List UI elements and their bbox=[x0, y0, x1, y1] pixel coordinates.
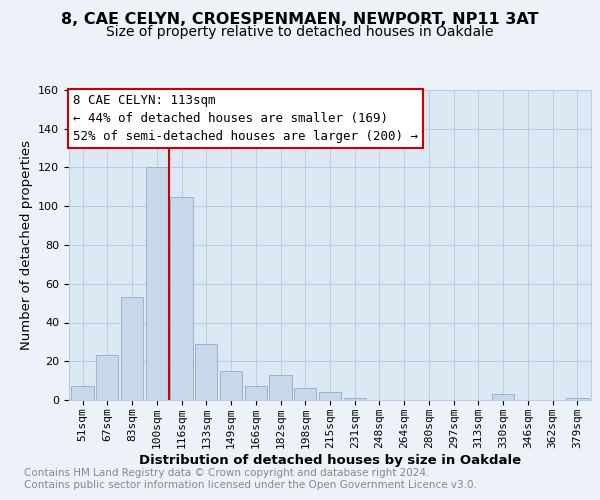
Y-axis label: Number of detached properties: Number of detached properties bbox=[20, 140, 32, 350]
Bar bbox=[269, 375, 292, 400]
Text: Contains public sector information licensed under the Open Government Licence v3: Contains public sector information licen… bbox=[24, 480, 477, 490]
Bar bbox=[146, 168, 168, 400]
Bar bbox=[195, 344, 217, 400]
Bar bbox=[220, 371, 242, 400]
Bar bbox=[319, 392, 341, 400]
Text: 8 CAE CELYN: 113sqm
← 44% of detached houses are smaller (169)
52% of semi-detac: 8 CAE CELYN: 113sqm ← 44% of detached ho… bbox=[73, 94, 418, 143]
Bar bbox=[566, 398, 589, 400]
Text: Contains HM Land Registry data © Crown copyright and database right 2024.: Contains HM Land Registry data © Crown c… bbox=[24, 468, 430, 477]
X-axis label: Distribution of detached houses by size in Oakdale: Distribution of detached houses by size … bbox=[139, 454, 521, 466]
Text: 8, CAE CELYN, CROESPENMAEN, NEWPORT, NP11 3AT: 8, CAE CELYN, CROESPENMAEN, NEWPORT, NP1… bbox=[61, 12, 539, 28]
Bar bbox=[294, 388, 316, 400]
Bar bbox=[71, 386, 94, 400]
Text: Size of property relative to detached houses in Oakdale: Size of property relative to detached ho… bbox=[106, 25, 494, 39]
Bar bbox=[96, 356, 118, 400]
Bar bbox=[344, 398, 366, 400]
Bar bbox=[245, 386, 267, 400]
Bar bbox=[170, 196, 193, 400]
Bar bbox=[492, 394, 514, 400]
Bar bbox=[121, 298, 143, 400]
